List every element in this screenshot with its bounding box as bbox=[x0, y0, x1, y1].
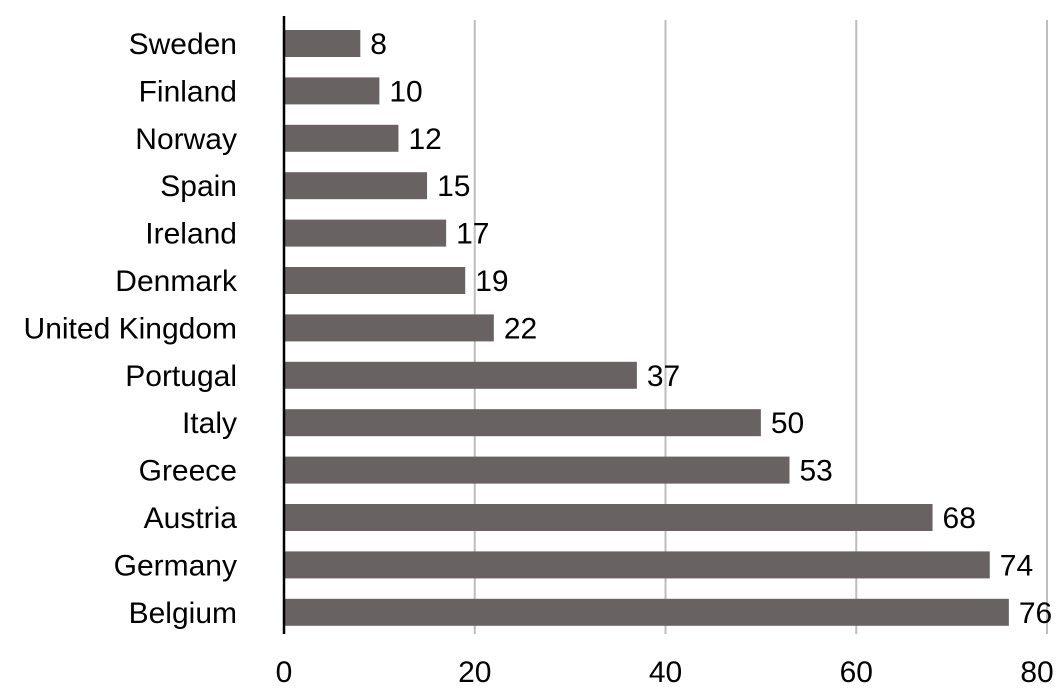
data-label: 50 bbox=[771, 407, 804, 440]
category-labels: Sweden Finland Norway Spain Ireland Denmark Un… bbox=[24, 28, 238, 630]
bar bbox=[284, 314, 494, 342]
x-tick-label: 20 bbox=[458, 656, 491, 689]
gridlines bbox=[473, 20, 1048, 634]
bar bbox=[284, 409, 761, 437]
x-tick-label: 40 bbox=[649, 656, 682, 689]
category-label: Greece bbox=[139, 455, 237, 488]
data-label: 22 bbox=[504, 312, 537, 345]
category-label: Germany bbox=[114, 549, 237, 582]
category-label: Italy bbox=[182, 407, 237, 440]
x-tick-label: 60 bbox=[840, 656, 873, 689]
category-label: Spain bbox=[160, 170, 237, 203]
data-label: 15 bbox=[437, 170, 470, 203]
category-label: Austria bbox=[144, 502, 238, 535]
data-label: 17 bbox=[456, 218, 489, 251]
bar bbox=[284, 551, 990, 579]
category-label: Sweden bbox=[129, 28, 237, 61]
category-label: Norway bbox=[135, 123, 237, 156]
x-tick-label: 80 bbox=[1020, 656, 1053, 689]
data-label: 8 bbox=[370, 28, 387, 61]
category-label: Ireland bbox=[145, 218, 237, 251]
category-label: United Kingdom bbox=[24, 312, 237, 345]
data-label: 10 bbox=[389, 75, 422, 108]
bar bbox=[284, 219, 447, 247]
bar bbox=[284, 456, 790, 484]
data-label: 37 bbox=[647, 360, 680, 393]
data-label: 12 bbox=[408, 123, 441, 156]
bar bbox=[284, 267, 466, 294]
data-label: 53 bbox=[799, 455, 832, 488]
x-tick-label: 0 bbox=[276, 656, 293, 689]
category-label: Belgium bbox=[129, 597, 237, 630]
category-label: Portugal bbox=[125, 360, 237, 393]
bar bbox=[284, 124, 399, 152]
category-label: Denmark bbox=[115, 265, 238, 298]
category-label: Finland bbox=[139, 75, 237, 108]
data-label: 76 bbox=[1019, 597, 1052, 630]
bars bbox=[284, 30, 1009, 626]
bar bbox=[284, 504, 933, 531]
data-label: 68 bbox=[943, 502, 976, 535]
bar bbox=[284, 77, 380, 105]
data-label: 19 bbox=[475, 265, 508, 298]
x-tick-labels: 0 20 40 60 80 bbox=[276, 656, 1054, 689]
bar bbox=[284, 30, 361, 57]
bar bbox=[284, 598, 1009, 626]
bar bbox=[284, 172, 428, 200]
data-label: 74 bbox=[1000, 549, 1033, 582]
value-labels: 810 12 15 17 19 22 37 50 53 68 74 76 bbox=[370, 28, 1052, 630]
bar bbox=[284, 361, 637, 389]
